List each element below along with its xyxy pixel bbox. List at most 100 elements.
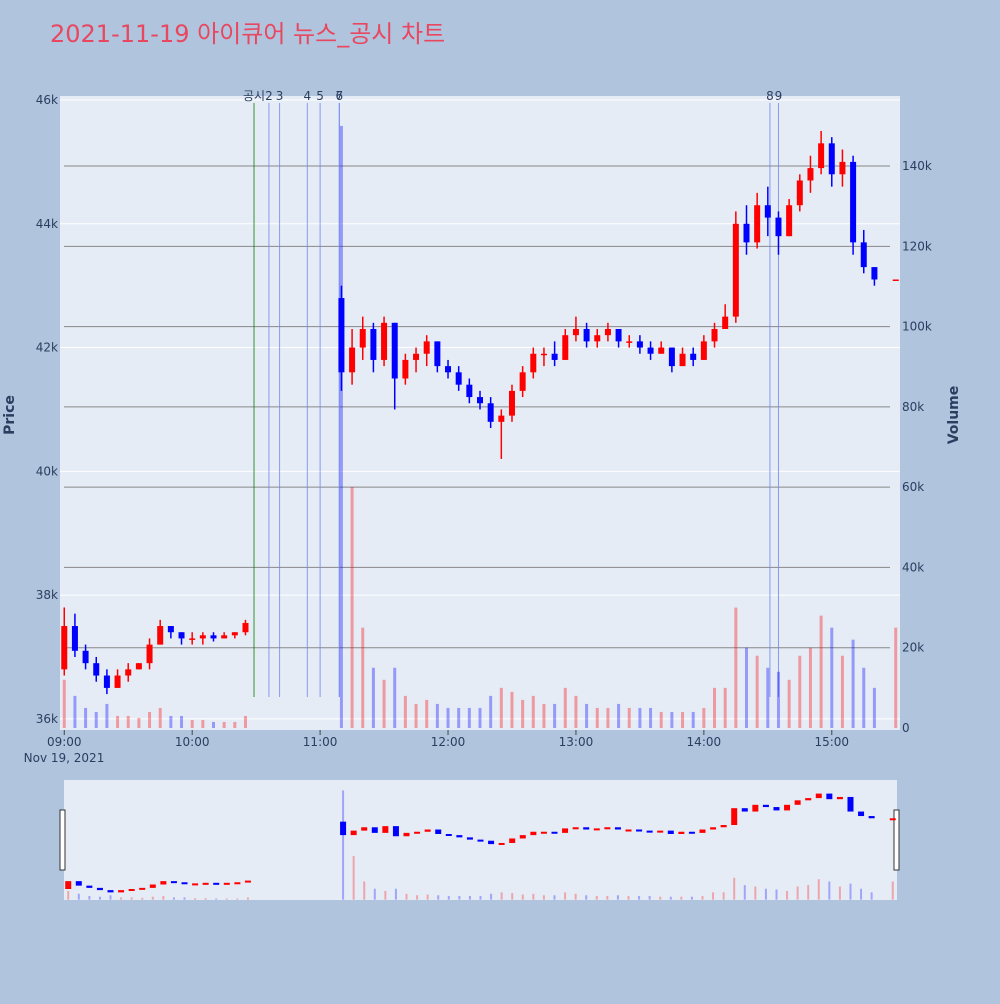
mini-volume-bar [490,893,493,900]
mini-volume-bar [532,893,535,900]
mini-volume-bar [120,897,123,900]
x-tick-label: 11:00 [303,735,338,749]
candle-body [61,626,68,670]
volume-bar [734,607,738,728]
candle-body [466,384,473,398]
mini-candle [435,829,442,834]
volume-bar [744,647,748,728]
volume-bar [606,707,610,728]
volume-bar [776,671,780,728]
mini-volume-bar [627,895,630,900]
volume-bar [627,707,631,728]
mini-candle [836,796,843,800]
mini-volume-bar [405,893,408,900]
mini-candle [170,881,177,884]
mini-candle [234,882,241,885]
volume-bar [894,627,898,728]
mini-candle [604,827,611,830]
mini-volume-bar [77,893,80,900]
volume-bar [723,687,727,728]
mini-volume-bar [690,896,693,900]
mini-volume-bar [426,894,429,900]
mini-volume-bar [521,894,524,900]
mini-candle [688,831,695,834]
mini-candle [244,880,251,883]
event-label: 6 [335,89,343,103]
mini-volume-bar [553,895,556,900]
candle-body [786,205,793,237]
y2-tick-label: 0 [902,721,910,735]
mini-volume-bar [701,895,704,900]
volume-bar [414,703,418,728]
event-label: 9 [775,89,783,103]
mini-volume-bar [616,895,619,900]
mini-volume-bar [669,896,672,900]
mini-candle [572,827,579,830]
volume-bar [361,627,365,728]
mini-volume-bar [384,890,387,900]
volume-bar [137,717,141,728]
mini-volume-bar [807,885,810,900]
candle-body [743,223,750,243]
volume-bar [403,695,407,728]
mini-candle [614,827,621,830]
candle-body [199,635,206,639]
y-tick-label: 44k [36,217,58,231]
mini-volume-bar [204,898,207,900]
volume-bar [638,707,642,728]
mini-volume-bar [67,890,70,900]
mini-candle [414,831,421,834]
y-tick-label: 40k [36,464,58,478]
candle-body [135,663,142,670]
mini-candle [181,882,188,885]
candle-body [338,298,345,373]
volume-bar [201,719,205,728]
mini-candle [456,835,463,838]
y-tick-label: 46k [36,93,58,107]
candle-body [850,161,857,243]
event-label: 3 [276,89,284,103]
mini-volume-bar [775,889,778,900]
mini-volume-bar [849,883,852,900]
mini-volume-bar [109,895,112,900]
volume-bar [862,667,866,728]
volume-bar [713,687,717,728]
candle-body [381,322,388,360]
mini-volume-bar [564,892,567,900]
mini-volume-bar [733,877,736,900]
volume-bar [425,699,429,728]
y2-tick-label: 80k [902,400,924,414]
range-handle-left[interactable] [59,809,66,871]
candle-body [487,403,494,422]
candle-body [775,217,782,237]
mini-volume-bar [680,896,683,900]
x-date-label: Nov 19, 2021 [24,751,105,765]
mini-candle [593,828,600,831]
candle-body [860,242,867,268]
mini-candle [223,882,230,885]
mini-volume-bar [394,888,397,900]
mini-volume-bar [838,886,841,900]
mini-volume-bar [585,895,588,900]
mini-volume-bar [860,888,863,900]
mini-volume-bar [183,897,186,900]
mini-candle [741,808,748,812]
volume-bar [681,711,685,728]
volume-bar [574,695,578,728]
candle-body [668,347,675,367]
mini-volume-bar [342,790,345,900]
mini-volume-bar [786,890,789,900]
mini-candle [752,804,759,812]
mini-volume-bar [606,895,609,900]
mini-candle [65,881,72,889]
mini-candle [498,842,505,845]
candle-body [700,341,707,360]
mini-volume-bar [479,895,482,900]
mini-candle [86,885,93,888]
candle-body [391,322,398,379]
mini-volume-bar [172,897,175,900]
range-handle-right[interactable] [893,809,900,871]
volume-bar [158,707,162,728]
mini-volume-bar [638,895,641,900]
volume-bar [212,721,216,728]
